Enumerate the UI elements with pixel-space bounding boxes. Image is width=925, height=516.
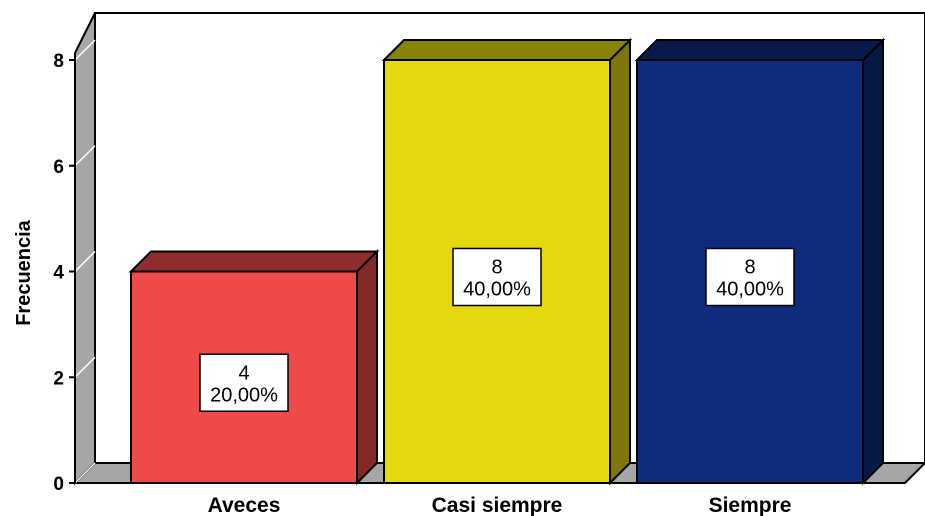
y-gridline-1 — [74, 356, 96, 378]
y-gridline-2 — [74, 250, 96, 273]
y-tick-label-2: 4 — [53, 263, 64, 284]
data-label-count-1: 4 — [238, 362, 249, 384]
y-axis-title: Frecuencia — [13, 219, 35, 325]
bar-3-top — [634, 39, 886, 61]
y-gridline-0 — [74, 462, 96, 484]
data-label-1: 420,00% — [199, 353, 289, 412]
data-label-percent-1: 20,00% — [210, 384, 278, 406]
data-label-percent-3: 40,00% — [716, 279, 784, 301]
data-label-count-3: 8 — [744, 257, 755, 279]
x-category-label-1: Aveces — [208, 494, 281, 516]
y-axis: 0 2 4 6 8 — [53, 39, 96, 495]
bar-2-side — [609, 37, 631, 486]
data-label-percent-2: 40,00% — [463, 279, 531, 301]
bar-2-top — [381, 39, 633, 61]
y-tick-label-0: 0 — [53, 474, 64, 495]
y-gridline-3 — [74, 145, 96, 167]
y-tick-label-1: 2 — [53, 368, 64, 389]
bar-1-side — [356, 249, 378, 486]
y-gridline-4 — [74, 39, 96, 61]
x-category-label-3: Siempre — [709, 494, 792, 516]
y-tick-label-4: 8 — [53, 51, 64, 72]
data-label-box-3 — [705, 247, 795, 307]
bar-1-top — [128, 250, 380, 273]
data-label-3: 840,00% — [705, 247, 795, 307]
y-tick-label-3: 6 — [53, 157, 64, 178]
bar-1: 420,00% — [128, 249, 380, 486]
chart-left-wall — [74, 12, 96, 486]
bar-3: 840,00% — [634, 37, 886, 486]
x-axis-labels: Aveces Casi siempre Siempre — [208, 494, 792, 516]
bar-2: 840,00% — [381, 37, 633, 486]
bar-series: 420,00%840,00%840,00% — [128, 37, 886, 486]
data-label-2: 840,00% — [452, 247, 542, 307]
data-label-box-1 — [199, 353, 289, 412]
data-label-count-2: 8 — [491, 257, 502, 279]
x-category-label-2: Casi siempre — [432, 494, 563, 516]
bar-3-side — [862, 37, 884, 486]
data-label-box-2 — [452, 247, 542, 307]
